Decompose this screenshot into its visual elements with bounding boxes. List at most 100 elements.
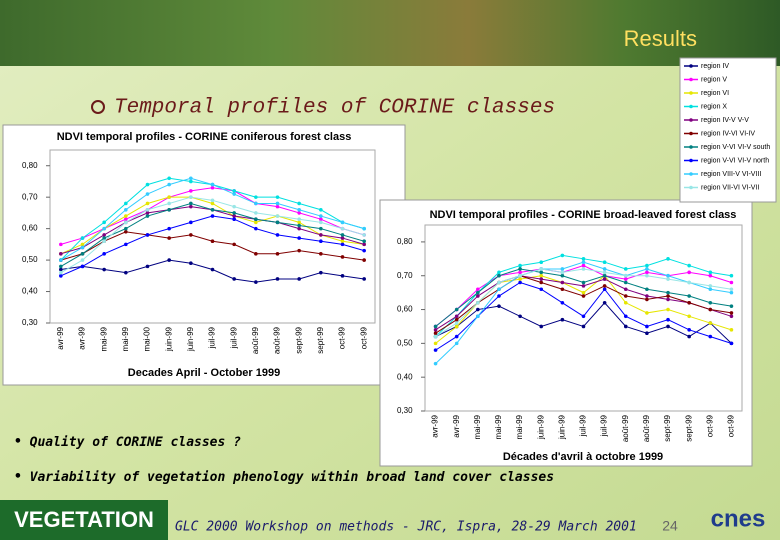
data-point bbox=[362, 242, 366, 247]
data-point bbox=[124, 217, 128, 221]
data-point bbox=[476, 314, 480, 319]
data-point bbox=[729, 314, 734, 319]
data-point bbox=[275, 252, 280, 256]
forest-banner bbox=[0, 0, 780, 66]
data-point bbox=[497, 294, 501, 298]
data-point bbox=[210, 239, 215, 244]
data-point bbox=[623, 294, 628, 298]
data-point bbox=[645, 267, 649, 271]
data-point bbox=[645, 263, 649, 268]
data-point bbox=[124, 226, 128, 231]
x-tick-label: août-99 bbox=[273, 326, 282, 354]
data-point bbox=[124, 214, 128, 218]
x-tick-label: juil-99 bbox=[208, 326, 217, 349]
x-axis-title: Decades April - October 1999 bbox=[128, 367, 280, 379]
data-point bbox=[560, 253, 565, 258]
data-point bbox=[560, 267, 565, 271]
legend-marker bbox=[689, 145, 693, 149]
legend-label: region V bbox=[701, 76, 727, 83]
data-point bbox=[623, 277, 628, 281]
data-point bbox=[560, 270, 565, 275]
data-point bbox=[232, 242, 236, 247]
data-point bbox=[581, 263, 586, 268]
data-point bbox=[729, 304, 734, 308]
data-point bbox=[729, 280, 734, 285]
data-point bbox=[433, 361, 438, 366]
data-point bbox=[623, 314, 628, 319]
data-point bbox=[80, 264, 85, 269]
data-point bbox=[539, 267, 544, 271]
data-point bbox=[167, 176, 171, 181]
data-point bbox=[145, 214, 150, 218]
logo-right-text: cnes bbox=[711, 505, 766, 532]
data-point bbox=[254, 201, 258, 206]
data-point bbox=[297, 236, 301, 240]
data-point bbox=[666, 273, 670, 278]
data-point bbox=[319, 214, 323, 218]
data-point bbox=[560, 317, 565, 322]
legend-marker bbox=[689, 172, 693, 176]
legend-label: region VI bbox=[701, 90, 729, 97]
data-point bbox=[167, 195, 171, 199]
legend-marker bbox=[689, 131, 693, 136]
data-point bbox=[666, 317, 670, 322]
data-point bbox=[232, 204, 236, 209]
data-point bbox=[687, 294, 691, 298]
data-point bbox=[476, 307, 480, 312]
legend-marker bbox=[689, 118, 693, 122]
x-tick-label: oct-99 bbox=[705, 414, 714, 437]
data-point bbox=[623, 300, 628, 305]
x-tick-label: sept-99 bbox=[316, 326, 325, 353]
legend-label: region VII-VI VI-VII bbox=[701, 184, 759, 191]
data-point bbox=[340, 226, 345, 231]
data-point bbox=[145, 201, 150, 206]
data-point bbox=[362, 233, 366, 237]
data-point bbox=[210, 182, 215, 187]
bullet: • Variability of vegetation phenology wi… bbox=[14, 470, 554, 485]
data-point bbox=[581, 260, 586, 265]
data-point bbox=[254, 211, 258, 215]
data-point bbox=[708, 300, 713, 305]
data-point bbox=[189, 189, 193, 193]
legend-marker bbox=[689, 77, 693, 82]
data-point bbox=[518, 314, 522, 319]
data-point bbox=[167, 226, 171, 231]
x-tick-label: oct-99 bbox=[727, 414, 736, 437]
y-tick-label: 0,30 bbox=[397, 406, 413, 415]
data-point bbox=[80, 242, 85, 247]
x-tick-label: avr-99 bbox=[431, 414, 440, 437]
x-tick-label: juil-99 bbox=[579, 414, 588, 437]
data-point bbox=[645, 297, 649, 302]
data-point bbox=[560, 273, 565, 278]
data-point bbox=[602, 260, 607, 265]
data-point bbox=[124, 207, 128, 212]
y-tick-label: 0,40 bbox=[397, 372, 413, 381]
x-tick-label: juil-99 bbox=[229, 326, 238, 349]
data-point bbox=[687, 334, 691, 339]
data-point bbox=[189, 201, 193, 206]
y-tick-label: 0,80 bbox=[22, 161, 38, 170]
data-point bbox=[297, 248, 301, 253]
data-point bbox=[623, 267, 628, 271]
data-point bbox=[581, 294, 586, 298]
data-point bbox=[539, 280, 544, 285]
legend-label: region IV-V V-V bbox=[701, 117, 749, 124]
data-point bbox=[232, 277, 236, 281]
chart-title: NDVI temporal profiles - CORINE conifero… bbox=[57, 131, 352, 143]
data-point bbox=[518, 267, 522, 271]
data-point bbox=[645, 311, 649, 315]
data-point bbox=[254, 226, 258, 231]
data-point bbox=[232, 192, 236, 196]
y-tick-label: 0,80 bbox=[397, 237, 413, 246]
data-point bbox=[275, 204, 280, 209]
data-point bbox=[687, 280, 691, 285]
data-point bbox=[539, 260, 544, 265]
data-point bbox=[232, 189, 236, 193]
data-point bbox=[124, 201, 128, 206]
data-point bbox=[275, 233, 280, 237]
data-point bbox=[729, 311, 734, 315]
data-point bbox=[581, 257, 586, 261]
x-tick-label: mai-99 bbox=[121, 326, 130, 351]
data-point bbox=[454, 314, 459, 319]
data-point bbox=[80, 245, 85, 250]
